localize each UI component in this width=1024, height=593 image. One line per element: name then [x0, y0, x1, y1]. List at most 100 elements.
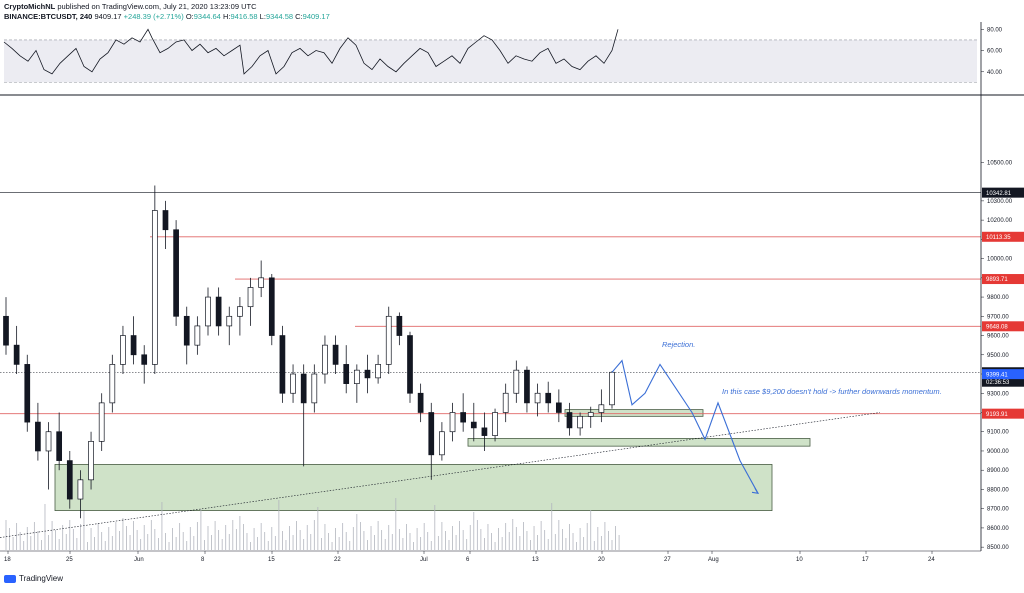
candle[interactable]	[183, 306, 190, 365]
candle[interactable]	[609, 370, 615, 409]
price-tick-label: 8800.00	[987, 487, 1009, 493]
candle[interactable]	[417, 383, 424, 423]
candle[interactable]	[13, 325, 20, 375]
rsi-pane[interactable]: 80.00 60.00 40.00	[0, 27, 1024, 96]
candle-body	[88, 440, 94, 481]
candle-body	[332, 344, 339, 365]
candle-body	[247, 287, 254, 308]
candle-body	[109, 364, 116, 404]
candle[interactable]	[470, 402, 477, 442]
candle[interactable]	[577, 412, 583, 436]
candle[interactable]	[364, 354, 371, 394]
candle[interactable]	[35, 402, 41, 461]
footer: TradingView	[0, 571, 1024, 588]
time-tick-label: 8	[201, 557, 205, 563]
low-value: 9344.58	[265, 12, 294, 21]
candle-body	[609, 371, 615, 406]
candle[interactable]	[492, 408, 498, 442]
candle[interactable]	[396, 312, 403, 346]
projection-path[interactable]	[611, 359, 759, 494]
candle[interactable]	[98, 393, 105, 451]
candle[interactable]	[247, 277, 254, 326]
candle[interactable]	[56, 412, 63, 471]
candle[interactable]	[268, 273, 275, 346]
rsi-tick-label: 60.00	[987, 49, 1003, 55]
price-badge-label: 9193.91	[986, 412, 1008, 418]
candle[interactable]	[279, 325, 286, 403]
low-label: L:	[259, 12, 266, 21]
support-zone[interactable]	[467, 438, 811, 447]
symbol-label[interactable]: BINANCE:BTCUSDT, 240	[4, 12, 93, 21]
candle[interactable]	[524, 366, 530, 413]
candle[interactable]	[502, 383, 509, 423]
candle-body	[566, 412, 573, 429]
candle-body	[343, 364, 350, 384]
candle[interactable]	[375, 354, 381, 384]
candle[interactable]	[385, 306, 392, 375]
candle[interactable]	[109, 354, 116, 413]
candle[interactable]	[332, 335, 339, 375]
publish-date: published on TradingView.com, July 21, 2…	[57, 2, 257, 11]
candle[interactable]	[598, 389, 605, 423]
candle[interactable]	[587, 406, 594, 428]
candle[interactable]	[513, 360, 520, 403]
candle[interactable]	[343, 345, 350, 394]
candle[interactable]	[300, 364, 307, 467]
candle[interactable]	[428, 402, 435, 480]
candle[interactable]	[151, 185, 158, 375]
candle[interactable]	[353, 364, 360, 403]
trendline[interactable]	[0, 412, 881, 538]
candle[interactable]	[226, 306, 233, 346]
time-tick-label: Jul	[420, 557, 428, 563]
price-tick-label: 8700.00	[987, 507, 1009, 513]
candle[interactable]	[311, 364, 318, 413]
candle[interactable]	[566, 402, 573, 436]
candle[interactable]	[237, 297, 243, 336]
candle[interactable]	[407, 331, 413, 403]
candle[interactable]	[77, 470, 84, 519]
rsi-line	[3, 28, 619, 75]
candle[interactable]	[449, 402, 456, 442]
candle[interactable]	[130, 316, 137, 365]
tradingview-logo[interactable]: TradingView	[4, 574, 63, 583]
time-axis[interactable]: 18 25 Jun 8 15 22 Jul 6 13 20 27 Aug 10 17 24	[4, 551, 935, 563]
candle[interactable]	[45, 422, 52, 490]
candle[interactable]	[460, 393, 467, 432]
candle[interactable]	[141, 345, 148, 384]
support-zone[interactable]	[564, 409, 704, 417]
candle[interactable]	[439, 422, 445, 461]
candle[interactable]	[24, 354, 31, 432]
price-tick-label: 9100.00	[987, 430, 1009, 436]
candle[interactable]	[545, 381, 552, 413]
candle[interactable]	[173, 220, 179, 326]
candle-body	[524, 369, 530, 404]
time-tick-label: 15	[268, 557, 275, 563]
price-pane[interactable]	[0, 185, 981, 550]
candle[interactable]	[66, 450, 73, 509]
price-axis[interactable]: 10500.0010300.0010200.0010100.0010000.00…	[0, 22, 1024, 552]
candle-body	[545, 392, 552, 404]
candle[interactable]	[555, 389, 562, 423]
price-tick-label: 10500.00	[987, 160, 1013, 166]
candle[interactable]	[290, 364, 296, 403]
open-value: 9344.64	[193, 12, 221, 21]
candle[interactable]	[162, 200, 169, 249]
candle[interactable]	[481, 412, 488, 451]
candle[interactable]	[3, 297, 9, 355]
candle[interactable]	[258, 260, 265, 298]
publish-info: CryptoMichNL published on TradingView.co…	[4, 2, 257, 11]
price-badge	[982, 321, 1024, 332]
candle[interactable]	[120, 325, 126, 375]
candle[interactable]	[322, 335, 328, 384]
candle[interactable]	[205, 287, 211, 336]
candle[interactable]	[194, 316, 201, 355]
candle[interactable]	[534, 383, 541, 417]
candle[interactable]	[88, 431, 94, 490]
price-badge	[982, 274, 1024, 285]
support-zone[interactable]	[54, 464, 773, 512]
candle[interactable]	[215, 287, 222, 336]
author-name[interactable]: CryptoMichNL	[4, 2, 56, 11]
candle-body	[215, 296, 222, 327]
